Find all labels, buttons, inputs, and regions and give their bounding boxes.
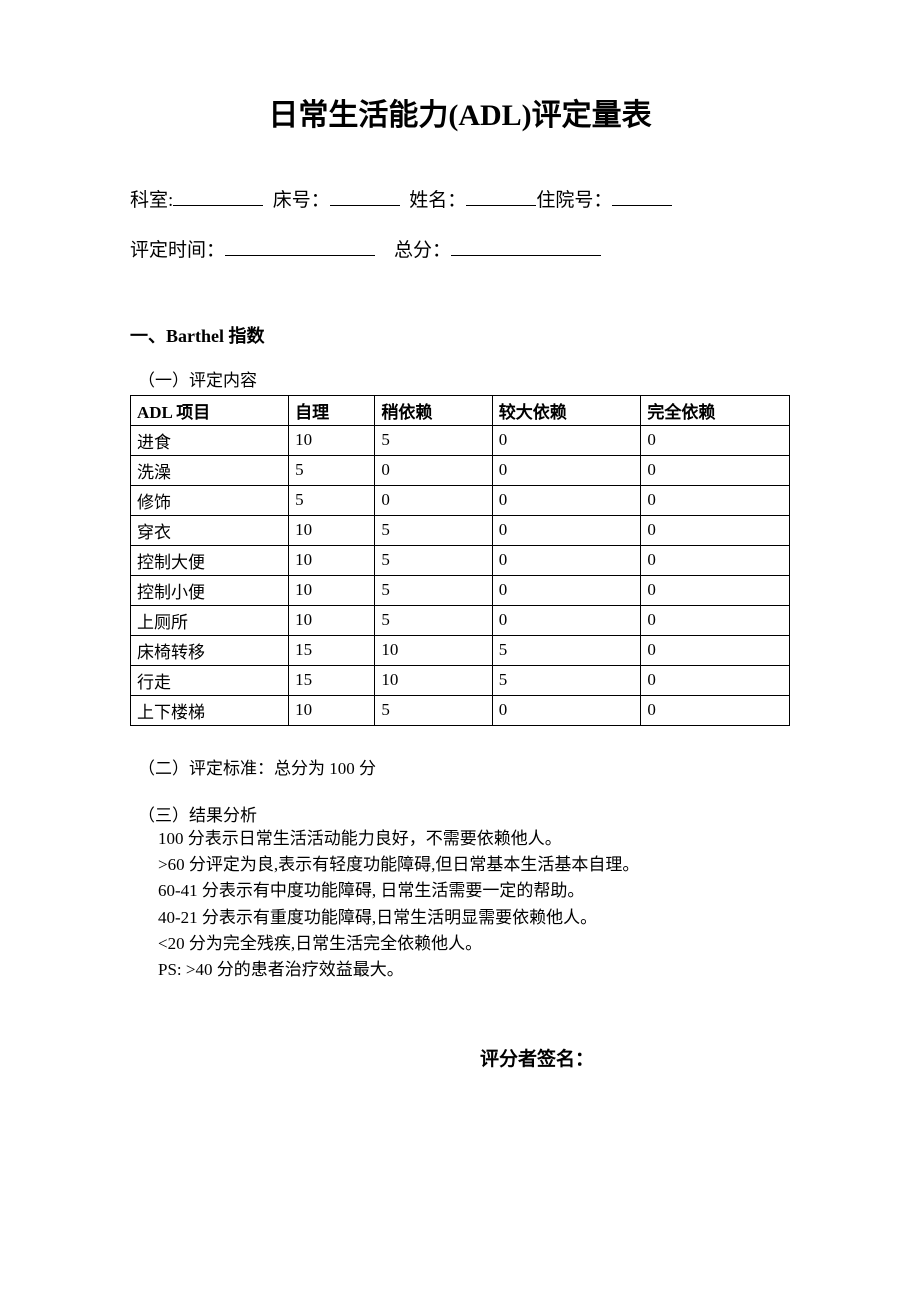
table-cell: 0 xyxy=(492,515,641,545)
patient-info-line-1: 科室: 床号： 姓名： 住院号： xyxy=(130,184,790,216)
table-cell: 0 xyxy=(641,455,790,485)
table-row: 修饰5000 xyxy=(131,485,790,515)
table-cell: 0 xyxy=(492,545,641,575)
table-cell: 0 xyxy=(492,425,641,455)
table-cell: 10 xyxy=(375,665,492,695)
table-cell: 10 xyxy=(289,695,375,725)
signature-label: 评分者签名： xyxy=(130,1044,790,1071)
table-row: 控制小便10500 xyxy=(131,575,790,605)
table-cell: 0 xyxy=(492,575,641,605)
table-cell: 5 xyxy=(375,545,492,575)
table-header: 完全依赖 xyxy=(641,395,790,425)
table-cell: 0 xyxy=(641,605,790,635)
table-cell: 穿衣 xyxy=(131,515,289,545)
criteria-text: （二）评定标准：总分为 100 分 xyxy=(130,754,790,779)
analysis-heading: （三）结果分析 xyxy=(130,801,790,826)
dept-label: 科室: xyxy=(130,190,173,211)
section-1-heading: 一、Barthel 指数 xyxy=(130,322,790,348)
bed-field[interactable] xyxy=(330,184,400,206)
analysis-line: <20 分为完全残疾,日常生活完全依赖他人。 xyxy=(158,931,790,957)
table-row: 上厕所10500 xyxy=(131,605,790,635)
table-cell: 0 xyxy=(375,485,492,515)
table-cell: 10 xyxy=(289,605,375,635)
hosp-label: 住院号： xyxy=(536,190,612,211)
table-header: 稍依赖 xyxy=(375,395,492,425)
table-cell: 5 xyxy=(492,665,641,695)
table-cell: 上厕所 xyxy=(131,605,289,635)
table-cell: 0 xyxy=(641,575,790,605)
table-cell: 0 xyxy=(641,545,790,575)
table-row: 进食10500 xyxy=(131,425,790,455)
table-row: 穿衣10500 xyxy=(131,515,790,545)
table-cell: 10 xyxy=(289,545,375,575)
table-cell: 0 xyxy=(641,695,790,725)
table-row: 控制大便10500 xyxy=(131,545,790,575)
table-cell: 10 xyxy=(289,575,375,605)
table-cell: 5 xyxy=(375,425,492,455)
table-cell: 10 xyxy=(289,515,375,545)
patient-info-line-2: 评定时间： 总分： xyxy=(130,234,790,266)
table-cell: 行走 xyxy=(131,665,289,695)
table-cell: 10 xyxy=(375,635,492,665)
table-row: 床椅转移151050 xyxy=(131,635,790,665)
table-cell: 控制大便 xyxy=(131,545,289,575)
table-cell: 床椅转移 xyxy=(131,635,289,665)
table-cell: 0 xyxy=(492,605,641,635)
table-header: ADL 项目 xyxy=(131,395,289,425)
table-cell: 0 xyxy=(492,695,641,725)
table-cell: 15 xyxy=(289,635,375,665)
table-cell: 0 xyxy=(492,455,641,485)
analysis-line: 60-41 分表示有中度功能障碍, 日常生活需要一定的帮助。 xyxy=(158,878,790,904)
table-cell: 洗澡 xyxy=(131,455,289,485)
table-row: 上下楼梯10500 xyxy=(131,695,790,725)
sub-heading-1: （一）评定内容 xyxy=(130,366,790,391)
name-field[interactable] xyxy=(466,184,536,206)
table-cell: 0 xyxy=(641,665,790,695)
table-cell: 5 xyxy=(492,635,641,665)
hosp-field[interactable] xyxy=(612,184,672,206)
time-label: 评定时间： xyxy=(130,240,225,261)
table-row: 行走151050 xyxy=(131,665,790,695)
dept-field[interactable] xyxy=(173,184,263,206)
table-cell: 0 xyxy=(641,635,790,665)
analysis-line: 100 分表示日常生活活动能力良好，不需要依赖他人。 xyxy=(158,826,790,852)
table-cell: 控制小便 xyxy=(131,575,289,605)
table-cell: 5 xyxy=(289,485,375,515)
analysis-list: 100 分表示日常生活活动能力良好，不需要依赖他人。>60 分评定为良,表示有轻… xyxy=(130,826,790,984)
barthel-table: ADL 项目 自理 稍依赖 较大依赖 完全依赖 进食10500洗澡5000修饰5… xyxy=(130,395,790,726)
bed-label: 床号： xyxy=(273,190,330,211)
table-header: 自理 xyxy=(289,395,375,425)
table-cell: 5 xyxy=(375,695,492,725)
table-cell: 5 xyxy=(375,575,492,605)
name-label: 姓名： xyxy=(409,190,466,211)
table-cell: 0 xyxy=(375,455,492,485)
table-cell: 0 xyxy=(641,515,790,545)
page: 日常生活能力(ADL)评定量表 科室: 床号： 姓名： 住院号： 评定时间： 总分… xyxy=(0,0,920,1302)
analysis-line: >60 分评定为良,表示有轻度功能障碍,但日常基本生活基本自理。 xyxy=(158,852,790,878)
table-cell: 15 xyxy=(289,665,375,695)
table-cell: 0 xyxy=(641,485,790,515)
table-cell: 进食 xyxy=(131,425,289,455)
table-header-row: ADL 项目 自理 稍依赖 较大依赖 完全依赖 xyxy=(131,395,790,425)
score-field[interactable] xyxy=(451,234,601,256)
table-cell: 0 xyxy=(492,485,641,515)
table-cell: 5 xyxy=(289,455,375,485)
table-cell: 0 xyxy=(641,425,790,455)
analysis-line: PS: >40 分的患者治疗效益最大。 xyxy=(158,957,790,983)
score-label: 总分： xyxy=(394,240,451,261)
table-cell: 10 xyxy=(289,425,375,455)
table-cell: 5 xyxy=(375,515,492,545)
table-cell: 修饰 xyxy=(131,485,289,515)
table-cell: 上下楼梯 xyxy=(131,695,289,725)
table-header: 较大依赖 xyxy=(492,395,641,425)
analysis-line: 40-21 分表示有重度功能障碍,日常生活明显需要依赖他人。 xyxy=(158,905,790,931)
time-field[interactable] xyxy=(225,234,375,256)
table-cell: 5 xyxy=(375,605,492,635)
document-title: 日常生活能力(ADL)评定量表 xyxy=(130,90,790,134)
table-row: 洗澡5000 xyxy=(131,455,790,485)
